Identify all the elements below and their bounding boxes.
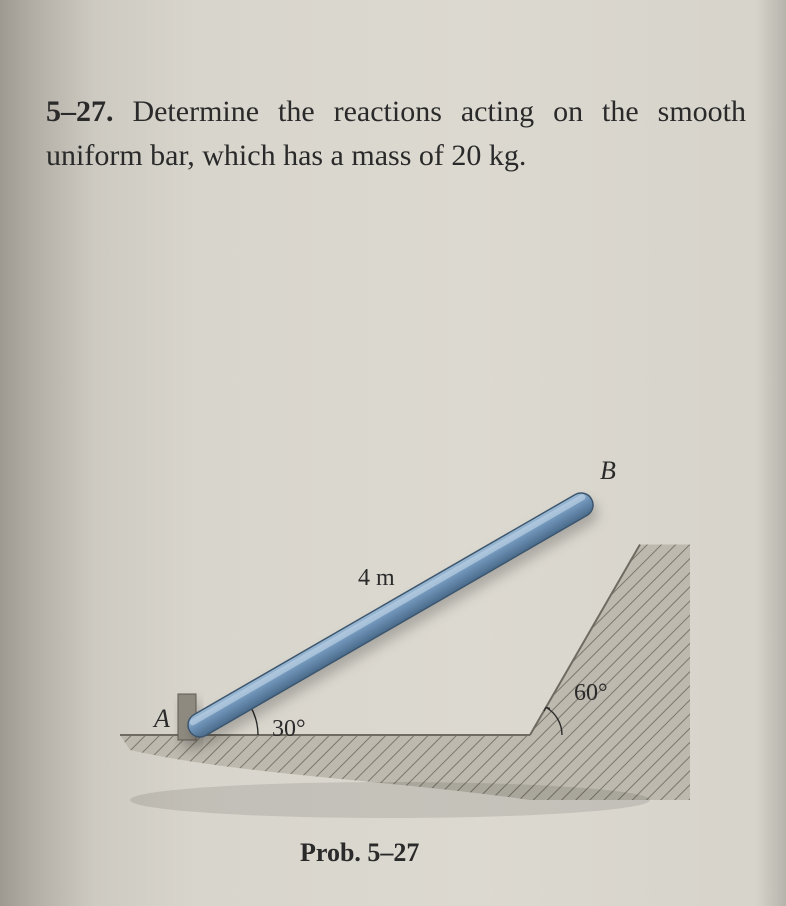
bar <box>184 489 598 742</box>
label-B: B <box>600 456 616 486</box>
figure-caption: Prob. 5–27 <box>300 838 419 868</box>
page: 5–27. Determine the reactions acting on … <box>0 0 786 906</box>
problem-statement: 5–27. Determine the reactions acting on … <box>46 90 746 177</box>
problem-number: 5–27. <box>46 95 114 128</box>
label-angle-surface: 60° <box>574 680 608 707</box>
label-A: A <box>154 704 170 734</box>
problem-body: Determine the reactions acting on the sm… <box>46 95 746 172</box>
label-angle-A: 30° <box>272 716 306 743</box>
figure-shadow <box>130 782 650 818</box>
figure-container: A B 4 m 30° 60° Prob. 5–27 <box>90 380 690 880</box>
label-bar-length: 4 m <box>358 565 395 592</box>
inclined-surface <box>530 545 690 801</box>
figure-svg <box>90 380 690 880</box>
